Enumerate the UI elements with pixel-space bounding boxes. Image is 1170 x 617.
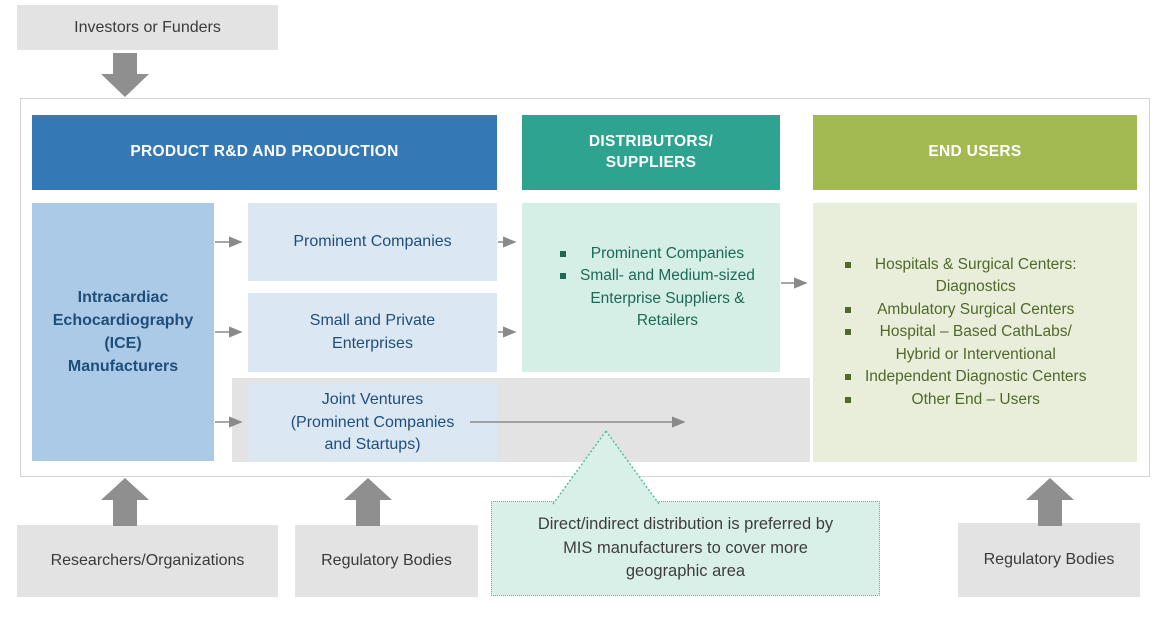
regulatory-bodies-label: Regulatory Bodies bbox=[321, 552, 452, 569]
distribution-callout: Direct/indirect distribution is preferre… bbox=[491, 501, 880, 596]
header-label: END USERS bbox=[928, 143, 1022, 161]
list-item: Hospitals & Surgical Centers: Diagnostic… bbox=[841, 254, 1086, 299]
header-product-rd-production: PRODUCT R&D AND PRODUCTION bbox=[32, 115, 497, 190]
researchers-organizations-label: Researchers/Organizations bbox=[50, 552, 245, 569]
list-item: Hospital – Based CathLabs/ Hybrid or Int… bbox=[841, 321, 1086, 366]
list-item: Other End – Users bbox=[841, 389, 1086, 411]
small-private-enterprises-box: Small and Private Enterprises bbox=[248, 293, 497, 372]
list-item: Ambulatory Surgical Centers bbox=[841, 299, 1086, 321]
end-users-list: Hospitals & Surgical Centers: Diagnostic… bbox=[841, 254, 1086, 411]
prominent-companies-label: Prominent Companies bbox=[293, 232, 452, 250]
distribution-callout-text: Direct/indirect distribution is preferre… bbox=[537, 515, 834, 581]
header-label: DISTRIBUTORS/ SUPPLIERS bbox=[588, 132, 714, 171]
joint-ventures-box: Joint Ventures (Prominent Companies and … bbox=[248, 384, 497, 462]
small-private-enterprises-label: Small and Private Enterprises bbox=[309, 312, 436, 352]
manufacturers-box: Intracardiac Echocardiography (ICE) Manu… bbox=[32, 203, 214, 461]
prominent-companies-box: Prominent Companies bbox=[248, 203, 497, 281]
distributors-suppliers-box: Prominent Companies Small- and Medium-siz… bbox=[522, 203, 780, 372]
regulatory-right-up-block-arrow bbox=[1026, 478, 1074, 526]
regulatory-bodies-right-box: Regulatory Bodies bbox=[958, 523, 1140, 597]
investors-box: Investors or Funders bbox=[17, 5, 278, 50]
end-users-box: Hospitals & Surgical Centers: Diagnostic… bbox=[813, 203, 1137, 462]
list-item: Small- and Medium-sized Enterprise Suppl… bbox=[556, 265, 755, 332]
header-distributors-suppliers: DISTRIBUTORS/ SUPPLIERS bbox=[522, 115, 780, 190]
distributors-list: Prominent Companies Small- and Medium-siz… bbox=[556, 243, 755, 333]
regulatory-bodies-label: Regulatory Bodies bbox=[983, 551, 1115, 568]
investors-down-block-arrow bbox=[101, 53, 149, 97]
regulatory-left-up-block-arrow bbox=[344, 478, 392, 526]
researchers-organizations-box: Researchers/Organizations bbox=[17, 525, 278, 597]
list-item: Independent Diagnostic Centers bbox=[841, 366, 1086, 388]
joint-ventures-label: Joint Ventures (Prominent Companies and … bbox=[290, 391, 455, 454]
manufacturers-label: Intracardiac Echocardiography (ICE) Manu… bbox=[52, 288, 194, 376]
list-item: Prominent Companies bbox=[556, 243, 755, 265]
researchers-up-block-arrow bbox=[101, 478, 149, 526]
regulatory-bodies-left-box: Regulatory Bodies bbox=[295, 525, 478, 597]
investors-label: Investors or Funders bbox=[74, 18, 221, 36]
header-end-users: END USERS bbox=[813, 115, 1137, 190]
header-label: PRODUCT R&D AND PRODUCTION bbox=[130, 143, 399, 161]
